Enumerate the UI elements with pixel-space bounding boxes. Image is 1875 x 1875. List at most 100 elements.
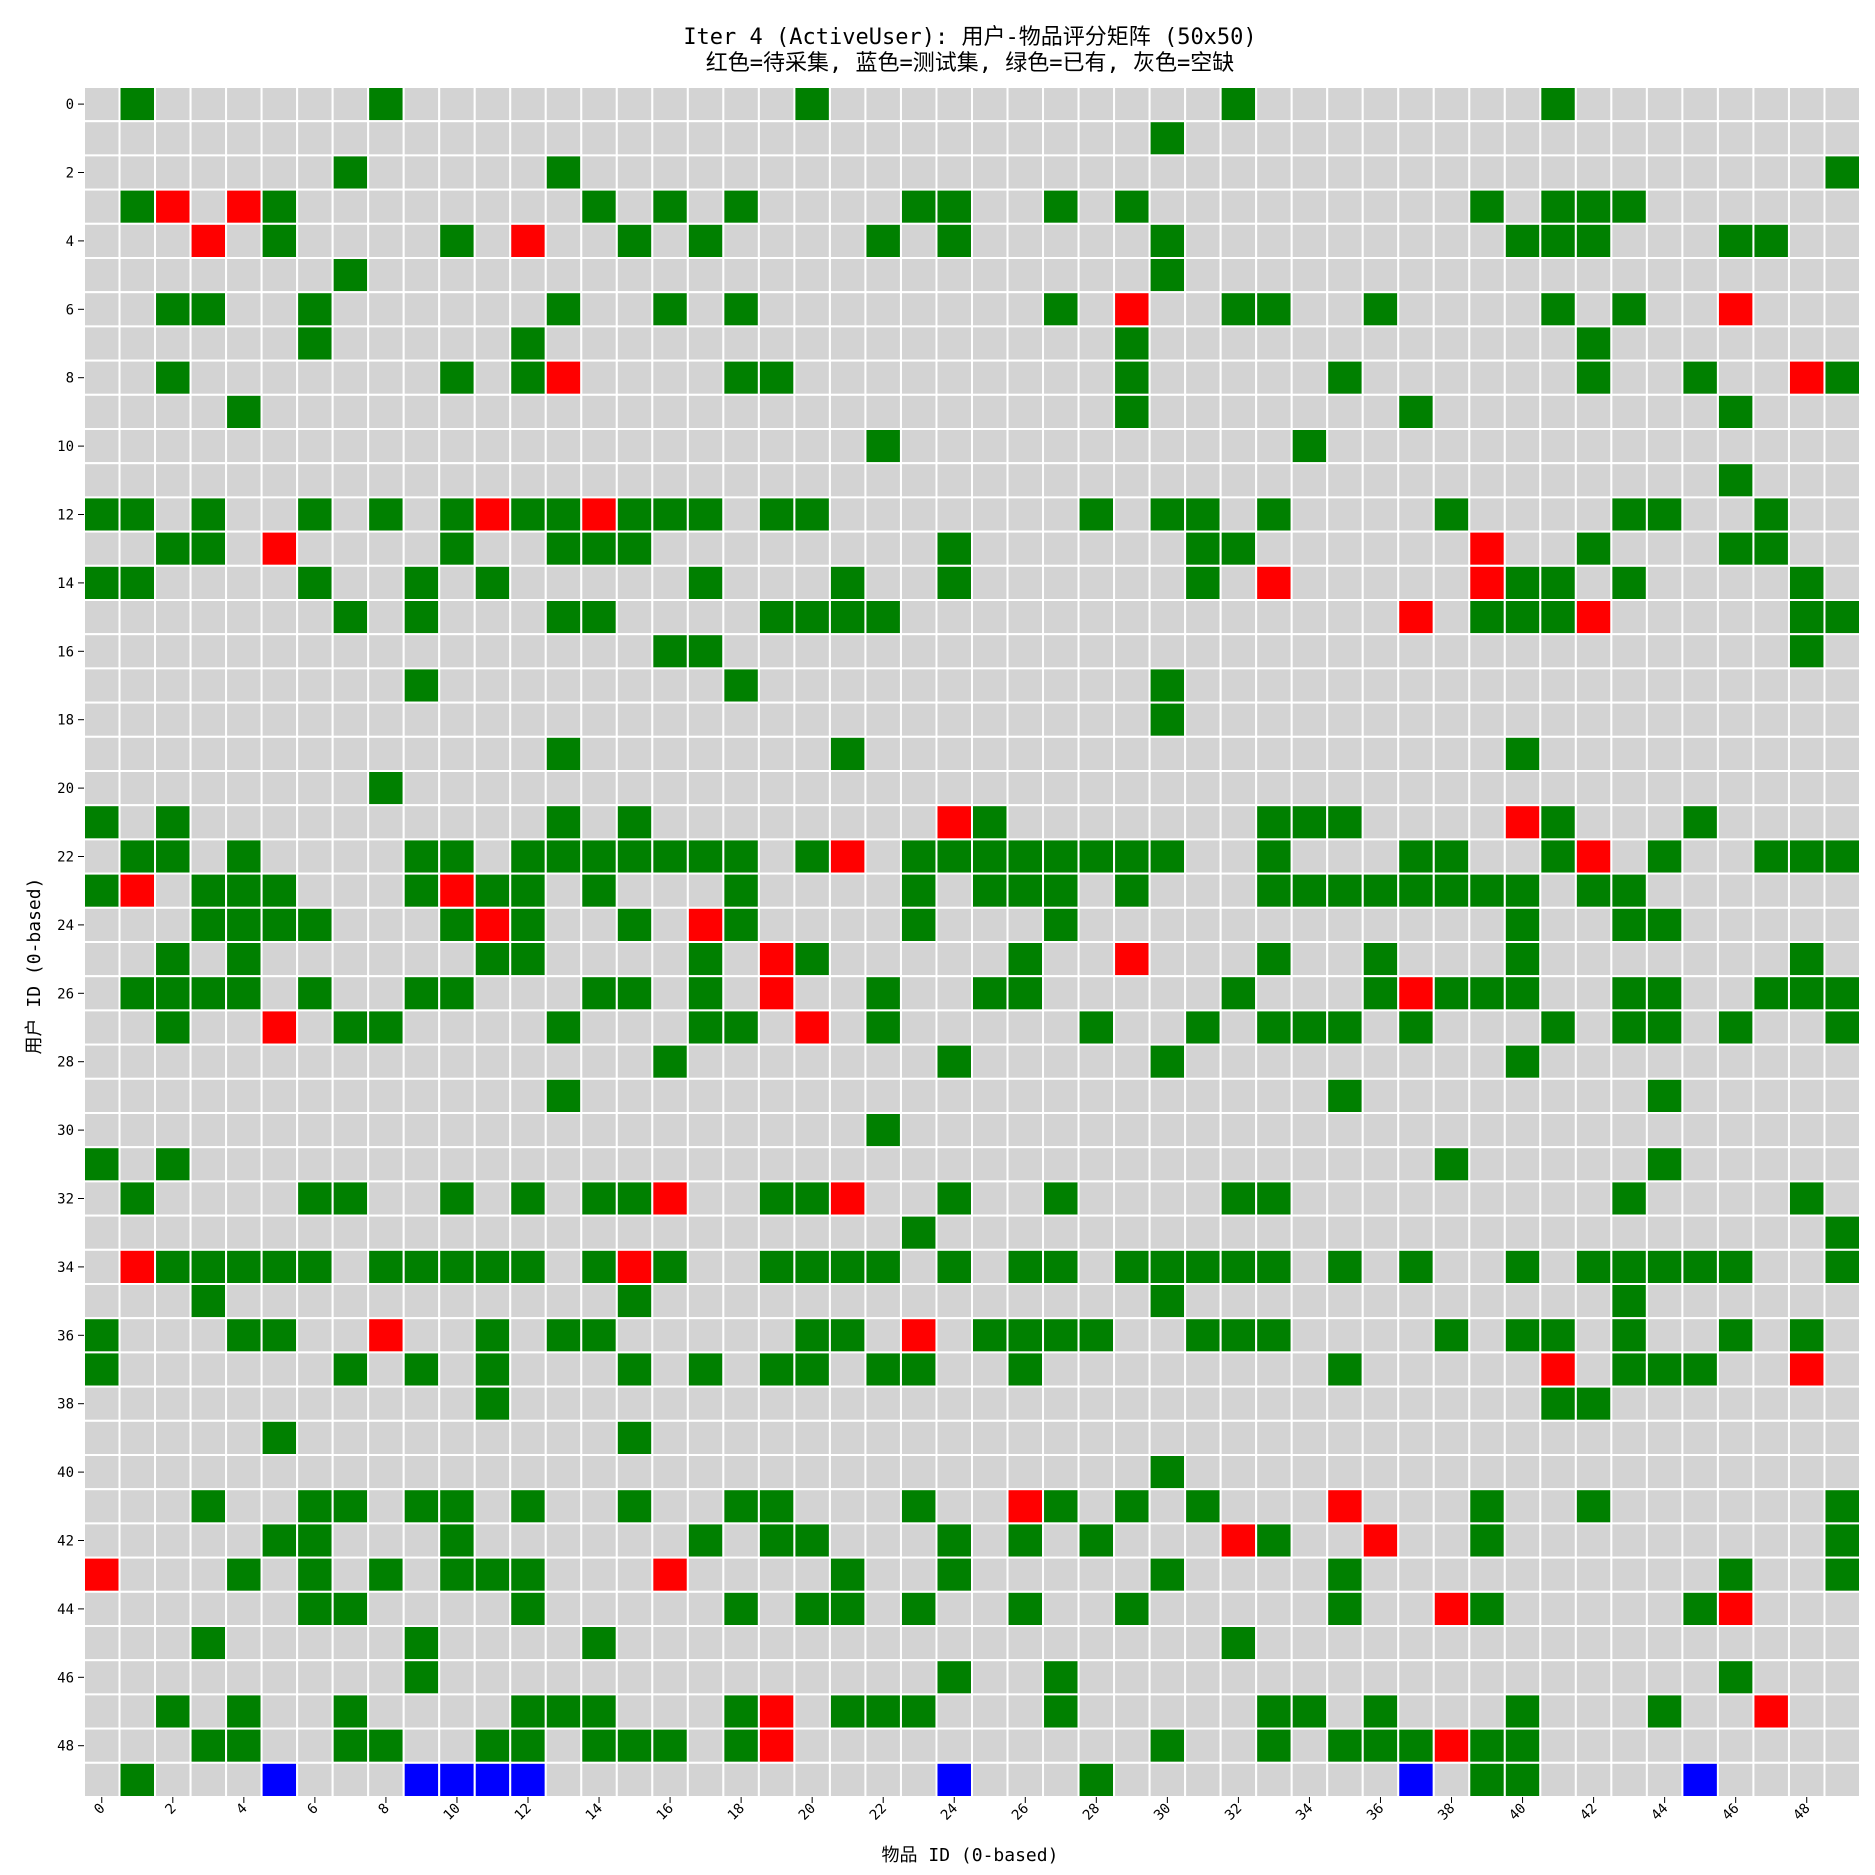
cell-empty (1681, 530, 1719, 567)
cell-existing (1077, 496, 1116, 533)
cell-existing (438, 530, 476, 567)
cell-existing (1645, 838, 1684, 875)
cell-existing (1219, 1180, 1258, 1217)
cell-empty (1042, 1761, 1080, 1799)
cell-empty (1468, 667, 1506, 704)
cell-empty (154, 154, 192, 191)
cell-existing (189, 1248, 228, 1286)
cell-empty (367, 120, 405, 157)
cell-empty (793, 770, 831, 807)
cell-existing (225, 941, 263, 978)
cell-empty (651, 770, 689, 807)
cell-empty (1574, 804, 1613, 841)
cell-empty (722, 1556, 760, 1593)
cell-empty (367, 1043, 405, 1080)
cell-empty (402, 1317, 441, 1354)
cell-empty (1681, 872, 1719, 909)
cell-empty (1184, 1112, 1222, 1149)
cell-empty (1787, 1625, 1826, 1662)
cell-empty (1574, 1043, 1613, 1080)
cell-to-collect (544, 359, 583, 396)
cell-existing (438, 1556, 476, 1593)
cell-empty (1610, 86, 1648, 123)
cell-empty (1006, 770, 1045, 807)
cell-empty (828, 1385, 867, 1422)
cell-empty (828, 257, 867, 294)
cell-existing (793, 1180, 831, 1217)
cell-empty (296, 257, 334, 294)
cell-empty (935, 1077, 973, 1115)
cell-empty (1290, 1180, 1329, 1217)
cell-empty (651, 975, 689, 1012)
cell-empty (1184, 462, 1222, 499)
cell-existing (438, 1522, 476, 1559)
cell-empty (1290, 633, 1329, 670)
cell-empty (1503, 154, 1542, 191)
cell-empty (1255, 735, 1293, 772)
cell-empty (1432, 735, 1471, 772)
cell-empty (1219, 428, 1258, 465)
cell-empty (1077, 462, 1116, 499)
cell-empty (154, 1283, 192, 1320)
cell-empty (83, 291, 121, 328)
cell-empty (1042, 1727, 1080, 1764)
cell-empty (1397, 530, 1435, 567)
cell-empty (296, 530, 334, 567)
cell-empty (544, 462, 583, 499)
cell-empty (1681, 599, 1719, 636)
cell-empty (615, 154, 654, 191)
cell-empty (1645, 1283, 1684, 1320)
cell-empty (154, 120, 192, 157)
cell-empty (331, 1283, 370, 1320)
cell-empty (1290, 701, 1329, 738)
cell-empty (402, 222, 441, 260)
cell-empty (1610, 222, 1648, 260)
cell-empty (686, 667, 725, 704)
cell-empty (367, 1454, 405, 1491)
cell-empty (367, 564, 405, 601)
cell-empty (1361, 359, 1400, 396)
cell-empty (757, 325, 796, 362)
cell-existing (686, 222, 725, 260)
cell-existing (1716, 1556, 1755, 1593)
cell-empty (971, 222, 1009, 260)
cell-empty (686, 701, 725, 738)
cell-existing (154, 975, 192, 1012)
cell-empty (651, 804, 689, 841)
cell-existing (651, 633, 689, 670)
cell-empty (260, 120, 299, 157)
cell-empty (118, 428, 157, 465)
cell-empty (580, 154, 618, 191)
cell-empty (1184, 667, 1222, 704)
cell-empty (793, 633, 831, 670)
cell-empty (1716, 941, 1755, 978)
cell-empty (580, 1146, 618, 1183)
cell-empty (1645, 1385, 1684, 1422)
cell-empty (1539, 975, 1577, 1012)
cell-existing (1432, 975, 1471, 1012)
cell-empty (1077, 1112, 1116, 1149)
cell-empty (1610, 428, 1648, 465)
cell-empty (1787, 1590, 1826, 1628)
cell-empty (793, 393, 831, 430)
cell-empty (971, 941, 1009, 978)
cell-empty (1539, 325, 1577, 362)
cell-empty (1077, 428, 1116, 465)
cell-existing (1610, 1351, 1648, 1388)
cell-empty (1610, 1727, 1648, 1764)
cell-empty (757, 1625, 796, 1662)
cell-empty (1290, 1590, 1329, 1628)
cell-existing (899, 838, 938, 875)
cell-empty (1432, 86, 1471, 123)
cell-empty (1290, 1351, 1329, 1388)
cell-empty (899, 462, 938, 499)
cell-empty (651, 462, 689, 499)
cell-empty (1113, 667, 1151, 704)
cell-to-collect (1787, 1351, 1826, 1388)
cell-empty (757, 530, 796, 567)
cell-empty (1148, 804, 1187, 841)
cell-empty (544, 872, 583, 909)
cell-empty (1184, 1146, 1222, 1183)
cell-existing (1184, 496, 1222, 533)
cell-empty (331, 1317, 370, 1354)
